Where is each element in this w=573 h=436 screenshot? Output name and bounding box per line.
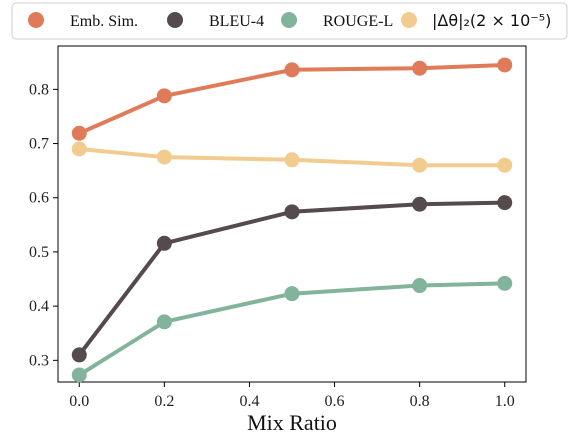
y-tick-label: 0.8	[29, 81, 49, 98]
y-tick-label: 0.7	[29, 136, 49, 153]
legend-label: Emb. Sim.	[70, 13, 138, 30]
y-tick-label: 0.3	[29, 352, 49, 369]
data-point	[71, 367, 87, 383]
x-axis-label: Mix Ratio	[247, 410, 337, 435]
data-point	[412, 196, 428, 212]
x-tick-label: 1.0	[495, 393, 515, 410]
legend-marker	[401, 12, 417, 28]
legend-label: BLEU-4	[209, 13, 264, 30]
legend-marker	[281, 12, 297, 28]
data-point	[284, 152, 300, 168]
y-tick-label: 0.4	[29, 298, 49, 315]
x-tick-label: 0.2	[154, 393, 174, 410]
data-point	[156, 235, 172, 251]
data-point	[412, 60, 428, 76]
x-tick-label: 0.8	[410, 393, 430, 410]
y-tick-label: 0.6	[29, 190, 49, 207]
data-point	[156, 88, 172, 104]
data-point	[156, 149, 172, 165]
data-point	[497, 157, 513, 173]
series-line	[77, 200, 505, 357]
series-layer	[71, 57, 513, 383]
data-point	[156, 314, 172, 330]
data-point	[497, 275, 513, 291]
data-point	[71, 347, 87, 363]
x-axis: 0.0 0.2 0.4 0.6 0.8 1.0	[69, 382, 515, 410]
legend: Emb. Sim. BLEU-4 ROUGE-L |Δθ|₂(2 × 10⁻⁵)	[11, 2, 568, 40]
legend-marker	[167, 12, 183, 28]
data-point	[71, 141, 87, 157]
legend-marker	[28, 12, 44, 28]
data-point	[284, 286, 300, 302]
data-point	[497, 57, 513, 73]
data-point	[412, 157, 428, 173]
legend-label: ROUGE-L	[323, 13, 393, 30]
data-point	[412, 278, 428, 294]
x-tick-label: 0.0	[69, 393, 89, 410]
data-point	[284, 204, 300, 220]
y-axis: 0.3 0.4 0.5 0.6 0.7 0.8	[29, 81, 58, 369]
x-tick-label: 0.6	[325, 393, 345, 410]
data-point	[71, 125, 87, 141]
x-tick-label: 0.4	[239, 393, 259, 410]
legend-label: |Δθ|₂(2 × 10⁻⁵)	[432, 11, 551, 30]
y-tick-label: 0.5	[29, 244, 49, 261]
data-point	[284, 62, 300, 78]
plot-area	[57, 45, 527, 383]
data-point	[497, 195, 513, 211]
